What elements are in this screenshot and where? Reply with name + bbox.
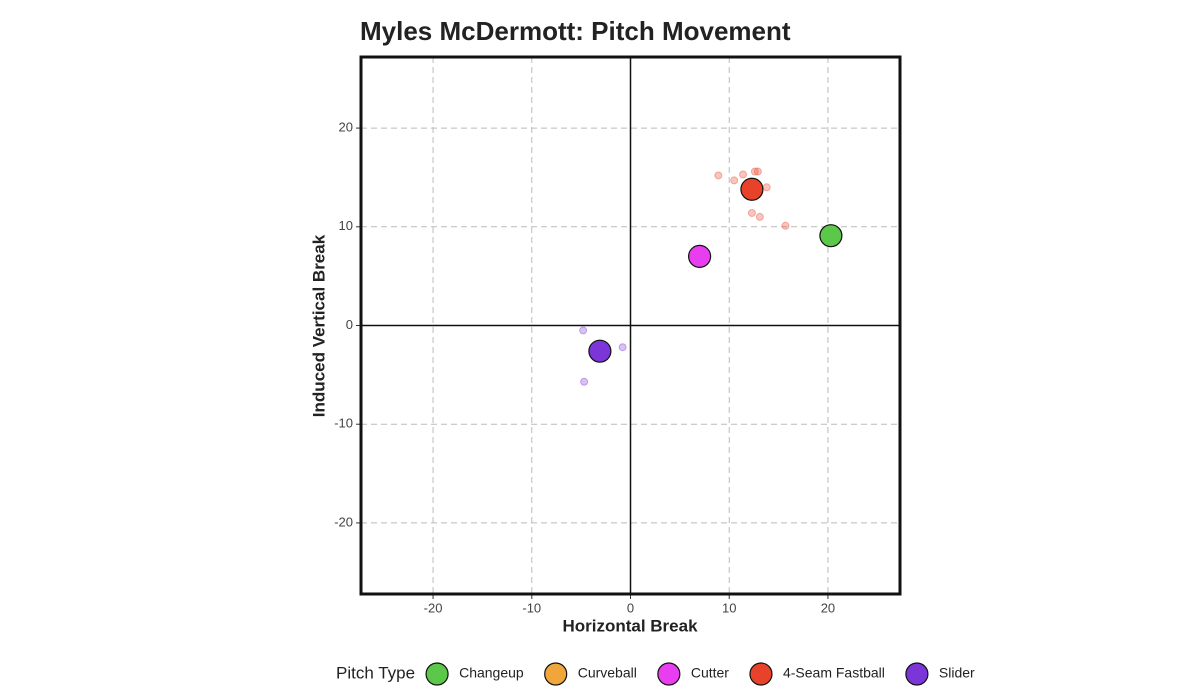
pitch-point — [753, 167, 762, 176]
x-tick-label: 0 — [627, 600, 634, 615]
legend-marker — [657, 662, 681, 686]
y-axis-label: Induced Vertical Break — [309, 234, 328, 417]
y-tick-label: 20 — [339, 120, 353, 135]
average-point — [688, 244, 712, 269]
y-tick-label: 10 — [339, 218, 353, 233]
pitch-point — [762, 183, 771, 192]
x-axis-label: Horizontal Break — [562, 616, 698, 635]
x-tick-label: 10 — [722, 600, 736, 615]
average-point — [819, 224, 843, 248]
pitch-point — [750, 167, 759, 176]
chart-title: Myles McDermott: Pitch Movement — [360, 16, 791, 46]
legend-label: Changeup — [459, 665, 524, 681]
legend-title: Pitch Type — [336, 663, 415, 682]
pitch-point — [579, 326, 588, 335]
pitch-point — [781, 221, 790, 230]
pitch-point — [739, 170, 748, 179]
legend-marker — [905, 662, 929, 686]
x-tick-label: 20 — [821, 600, 835, 615]
average-point — [588, 339, 612, 363]
plot-frame — [359, 55, 902, 596]
legend-label: Cutter — [691, 665, 729, 681]
legend-marker — [425, 662, 449, 686]
x-tick-label: -10 — [522, 600, 541, 615]
legend-label: Curveball — [578, 665, 637, 681]
y-tick-label: -10 — [334, 416, 353, 431]
pitch-point — [747, 208, 756, 217]
legend-label: Slider — [939, 665, 975, 681]
pitch-point — [580, 377, 589, 386]
y-tick-label: 0 — [346, 317, 353, 332]
average-point — [740, 177, 764, 201]
legend-marker — [749, 662, 773, 686]
y-tick-label: -20 — [334, 514, 353, 529]
pitch-point — [755, 212, 764, 221]
pitch-point — [730, 176, 739, 185]
legend-label: 4-Seam Fastball — [783, 665, 885, 681]
pitch-point — [714, 171, 723, 180]
pitch-point — [618, 343, 627, 352]
legend-marker — [544, 662, 568, 686]
x-tick-label: -20 — [424, 600, 443, 615]
